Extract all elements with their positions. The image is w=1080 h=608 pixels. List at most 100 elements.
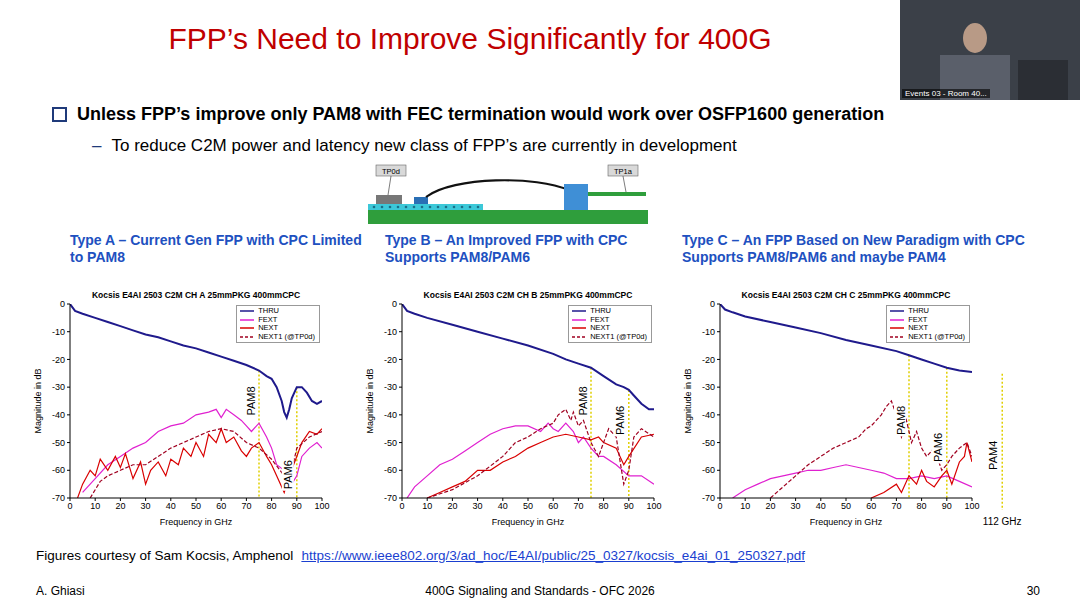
html-text:NEXT: NEXT [908,323,929,332]
svg-text:30: 30 [141,501,151,511]
html-text:FEXT: FEXT [258,314,278,324]
svg-text:-70: -70 [702,493,715,503]
html-text:FEXT: FEXT [590,314,610,324]
svg-text:80: 80 [267,501,277,511]
svg-text:100: 100 [964,501,979,511]
html-text:Frequency in GHz: Frequency in GHz [491,517,565,527]
svg-text:90: 90 [292,501,302,511]
html-text:NEXT: NEXT [590,323,611,332]
svg-text:-40: -40 [702,410,715,420]
svg-text:PAM6: PAM6 [614,406,626,435]
svg-text:-20: -20 [702,355,715,365]
html-text:400G Signaling and Standards -: 400G Signaling and Standards - OFC 2026 [425,584,655,598]
svg-text:-30: -30 [52,382,65,392]
html-text:A. Ghiasi: A. Ghiasi [36,584,85,598]
svg-text:-60: -60 [52,465,65,475]
html-text:Kocsis E4AI 2503 C2M CH A 25mm: Kocsis E4AI 2503 C2M CH A 25mmPKG 400mmC… [91,290,301,300]
svg-text:TP1a: TP1a [614,167,633,176]
svg-text:0: 0 [67,501,72,511]
html-text:Frequency in GHz: Frequency in GHz [159,517,233,527]
svg-text:-70: -70 [52,493,65,503]
svg-text:40: 40 [166,501,176,511]
html-text:Figures courtesy of Sam Kocsis: Figures courtesy of Sam Kocsis, Amphenol [36,548,294,563]
svg-text:80: 80 [917,501,927,511]
svg-text:PAM4: PAM4 [987,441,999,470]
svg-text:90: 90 [942,501,952,511]
html-text:Kocsis E4AI 2503 C2M CH B 25mm: Kocsis E4AI 2503 C2M CH B 25mmPKG 400mmC… [423,290,633,300]
svg-text:-20: -20 [52,355,65,365]
svg-text:-40: -40 [384,410,397,420]
svg-text:30: 30 [473,501,483,511]
html-text:Frequency in GHz: Frequency in GHz [809,517,883,527]
svg-text:-50: -50 [384,438,397,448]
svg-text:100: 100 [646,501,661,511]
html-text:Unless FPP’s improve only PAM8: Unless FPP’s improve only PAM8 with FEC … [77,104,885,124]
svg-text:-50: -50 [52,438,65,448]
html-text:THRU: THRU [908,306,929,315]
svg-text:-10: -10 [384,327,397,337]
svg-text:PAM6: PAM6 [932,433,944,462]
svg-text:PAM8: PAM8 [895,406,907,435]
html-text:FPP’s Need to Improve Signific: FPP’s Need to Improve Significantly for … [168,22,772,55]
svg-text:-60: -60 [702,465,715,475]
html-text:Magnitude in dB: Magnitude in dB [365,368,375,434]
svg-text:50: 50 [841,501,851,511]
html-text:Magnitude in dB: Magnitude in dB [33,368,43,434]
svg-text:-30: -30 [702,382,715,392]
svg-text:40: 40 [816,501,826,511]
svg-text:-10: -10 [702,327,715,337]
svg-text:70: 70 [573,501,583,511]
svg-text:0: 0 [60,299,65,309]
svg-text:-70: -70 [384,493,397,503]
svg-text:112 GHz: 112 GHz [983,516,1022,527]
svg-text:30: 30 [791,501,801,511]
svg-text:0: 0 [710,299,715,309]
svg-text:PAM6: PAM6 [282,460,294,489]
svg-text:50: 50 [191,501,201,511]
svg-text:10: 10 [740,501,750,511]
svg-text:50: 50 [523,501,533,511]
svg-text:-50: -50 [702,438,715,448]
svg-text:-40: -40 [52,410,65,420]
html-text:NEXT1 (@TP0d): NEXT1 (@TP0d) [908,331,965,341]
html-text:30: 30 [1026,584,1040,598]
svg-text:-20: -20 [384,355,397,365]
svg-text:20: 20 [115,501,125,511]
svg-text:-60: -60 [384,465,397,475]
svg-text:70: 70 [241,501,251,511]
html-text:Events 03 - Room 40...: Events 03 - Room 40... [905,89,987,98]
svg-text:TP0d: TP0d [382,167,400,176]
svg-text:70: 70 [891,501,901,511]
svg-text:60: 60 [866,501,876,511]
html-text:Kocsis E4AI 2503 C2M CH C 25mm: Kocsis E4AI 2503 C2M CH C 25mmPKG 400mmC… [741,290,951,300]
html-text:THRU: THRU [590,306,611,315]
svg-text:60: 60 [548,501,558,511]
svg-text:80: 80 [599,501,609,511]
svg-text:PAM8: PAM8 [577,386,589,415]
svg-text:100: 100 [314,501,329,511]
html-text:NEXT1 (@TP0d): NEXT1 (@TP0d) [258,331,315,341]
svg-text:60: 60 [216,501,226,511]
svg-text:10: 10 [422,501,432,511]
html-text:THRU: THRU [258,306,279,315]
html-text:Type B – An Improved FPP with: Type B – An Improved FPP with CPC Suppor… [385,232,628,265]
html-text:Type C – An FPP Based on New P: Type C – An FPP Based on New Paradigm wi… [682,232,1025,265]
svg-text:0: 0 [392,299,397,309]
svg-text:90: 90 [624,501,634,511]
svg-text:0: 0 [399,501,404,511]
svg-text:0: 0 [717,501,722,511]
html-text:https://www.ieee802.org/3/ad_h: https://www.ieee802.org/3/ad_hoc/E4AI/pu… [301,548,805,563]
svg-text:10: 10 [90,501,100,511]
svg-text:-30: -30 [384,382,397,392]
svg-text:PAM8: PAM8 [245,386,257,415]
svg-text:20: 20 [765,501,775,511]
html-text:To reduce C2M power and latenc: To reduce C2M power and latency new clas… [111,136,737,155]
html-text:NEXT: NEXT [258,323,279,332]
svg-text:20: 20 [447,501,457,511]
svg-text:40: 40 [498,501,508,511]
svg-text:-10: -10 [52,327,65,337]
html-text:Type A – Current Gen FPP with: Type A – Current Gen FPP with CPC Limite… [70,232,362,265]
html-text:NEXT1 (@TP0d): NEXT1 (@TP0d) [590,331,647,341]
html-text:Magnitude in dB: Magnitude in dB [683,368,693,434]
html-text:FEXT: FEXT [908,314,928,324]
